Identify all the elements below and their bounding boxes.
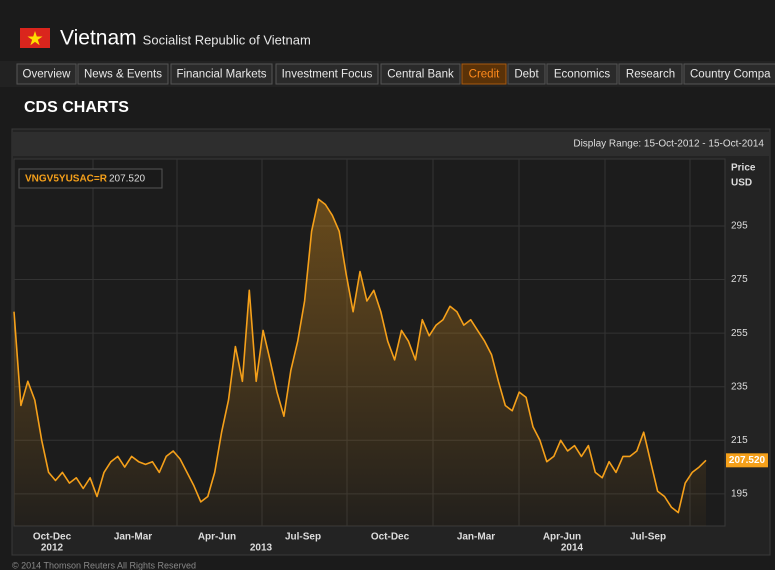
x-tick-label: Oct-Dec: [371, 532, 410, 543]
display-range: Display Range: 15-Oct-2012 - 15-Oct-2014: [573, 139, 764, 150]
y-axis-label: USD: [731, 178, 752, 189]
x-tick-label: Jan-Mar: [114, 532, 152, 543]
last-value-box: [726, 453, 768, 468]
tab-label: Central Bank: [387, 69, 454, 81]
year-label: 2014: [561, 543, 584, 554]
tab-label: Investment Focus: [282, 69, 373, 81]
tab[interactable]: [507, 63, 546, 85]
flag-star: [27, 31, 43, 46]
tab[interactable]: [461, 63, 507, 85]
y-tick-label: 195: [731, 488, 748, 499]
legend-box: [18, 168, 163, 189]
x-tick-label: Apr-Jun: [543, 532, 581, 543]
x-tick-label: Jul-Sep: [285, 532, 321, 543]
tab[interactable]: [380, 63, 461, 85]
x-tick-label: Oct-Dec: [33, 532, 72, 543]
tab[interactable]: [170, 63, 273, 85]
tab-label: Debt: [514, 69, 539, 81]
legend-name: VNGV5YUSAC=R: [25, 174, 108, 185]
tab-label: Country Compa: [690, 69, 771, 81]
tab-label: Overview: [23, 69, 72, 81]
last-value-label: 207.520: [729, 455, 766, 466]
tab-label: Credit: [469, 69, 500, 81]
x-tick-label: Apr-Jun: [198, 532, 236, 543]
x-tick-label: Jul-Sep: [630, 532, 666, 543]
tab-label: Financial Markets: [176, 69, 266, 81]
tab[interactable]: [683, 63, 775, 85]
tab[interactable]: [16, 63, 77, 85]
price-line: [13, 198, 707, 514]
section-title: CDS CHARTS: [24, 99, 129, 116]
y-tick-label: 295: [731, 221, 748, 232]
country-subtitle: Socialist Republic of Vietnam: [143, 32, 311, 47]
tab[interactable]: [275, 63, 379, 85]
tab[interactable]: [77, 63, 169, 85]
tab[interactable]: [618, 63, 683, 85]
tab-label: Economics: [554, 69, 610, 81]
range-bar: [13, 132, 769, 156]
y-tick-label: 235: [731, 381, 748, 392]
y-tick-label: 255: [731, 328, 748, 339]
tab-label: News & Events: [84, 69, 162, 81]
y-axis-label: Price: [731, 163, 756, 174]
year-label: 2013: [250, 543, 273, 554]
year-label: 2012: [41, 543, 64, 554]
y-tick-label: 275: [731, 274, 748, 285]
tab[interactable]: [546, 63, 618, 85]
legend-value: 207.520: [109, 174, 146, 185]
country-name: Vietnam: [60, 27, 137, 50]
x-tick-label: Jan-Mar: [457, 532, 495, 543]
area-fill: [14, 199, 706, 526]
footer: © 2014 Thomson Reuters All Rights Reserv…: [12, 560, 196, 570]
y-tick-label: 215: [731, 435, 748, 446]
tab-label: Research: [626, 69, 675, 81]
